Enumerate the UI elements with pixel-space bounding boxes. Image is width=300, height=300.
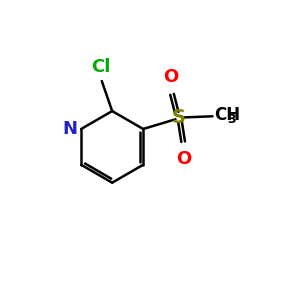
- Text: CH: CH: [214, 106, 240, 124]
- Text: O: O: [163, 68, 178, 85]
- Text: Cl: Cl: [91, 58, 110, 76]
- Text: N: N: [63, 120, 78, 138]
- Text: O: O: [176, 151, 191, 169]
- Text: 3: 3: [227, 112, 236, 125]
- Text: S: S: [172, 108, 186, 127]
